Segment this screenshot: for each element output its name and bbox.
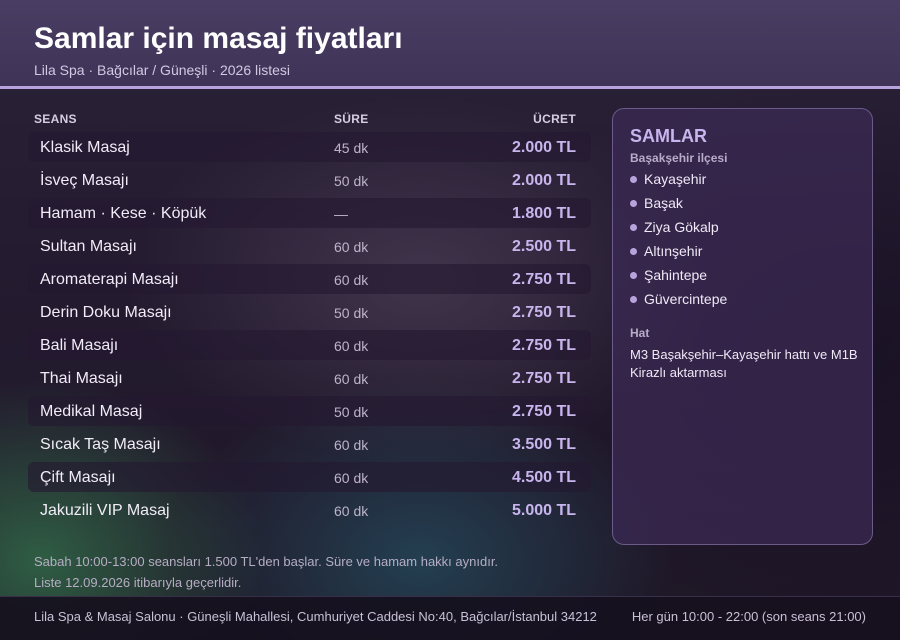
table-row: Çift Masajı 60 dk 4.500 TL — [28, 462, 591, 492]
area-name: Altınşehir — [644, 243, 703, 259]
transit-label: Hat — [630, 326, 650, 340]
session-duration: 50 dk — [334, 404, 369, 420]
area-name: Başak — [644, 195, 683, 211]
table-row: Klasik Masaj 45 dk 2.000 TL — [28, 132, 591, 162]
note-line-2: Liste 12.09.2026 itibarıyla geçerlidir. — [34, 575, 242, 590]
session-name: Çift Masajı — [40, 469, 116, 486]
table-row: Medikal Masaj 50 dk 2.750 TL — [28, 396, 591, 426]
session-duration: 50 dk — [334, 173, 369, 189]
table-row: Hamam · Kese · Köpük — 1.800 TL — [28, 198, 591, 228]
session-price: 2.750 TL — [511, 337, 576, 354]
session-duration: 60 dk — [334, 437, 369, 453]
session-duration: 60 dk — [334, 371, 369, 387]
session-duration: 60 dk — [334, 239, 369, 255]
session-name: Bali Masajı — [40, 337, 119, 354]
session-name: Sıcak Taş Masajı — [40, 436, 161, 453]
area-name: Güvercintepe — [644, 291, 728, 307]
session-name: Hamam · Kese · Köpük — [40, 205, 207, 222]
table-row: Jakuzili VIP Masaj 60 dk 5.000 TL — [28, 495, 591, 525]
column-header-duration: SÜRE — [334, 112, 369, 126]
bullet-icon — [630, 272, 637, 279]
column-header-session: SEANS — [34, 112, 77, 126]
session-price: 2.750 TL — [511, 271, 576, 288]
session-name: Derin Doku Masajı — [40, 304, 172, 321]
page-header: Samlar için masaj fiyatları Lila Spa · B… — [0, 0, 900, 89]
session-duration: 50 dk — [334, 305, 369, 321]
area-name: Kayaşehir — [644, 171, 707, 187]
panel-title: SAMLAR — [630, 126, 707, 146]
bullet-icon — [630, 200, 637, 207]
session-name: İsveç Masajı — [40, 172, 129, 189]
area-list-item: Altınşehir — [630, 243, 727, 267]
session-price: 1.800 TL — [511, 205, 576, 222]
session-name: Thai Masajı — [40, 370, 123, 387]
session-duration: — — [334, 206, 348, 222]
bullet-icon — [630, 248, 637, 255]
session-name: Jakuzili VIP Masaj — [40, 502, 170, 519]
column-header-price: ÜCRET — [533, 112, 576, 126]
session-name: Sultan Masajı — [40, 238, 137, 255]
bullet-icon — [630, 224, 637, 231]
transit-text: M3 Başakşehir–Kayaşehir hattı ve M1B Kir… — [630, 347, 858, 380]
bullet-icon — [630, 176, 637, 183]
price-note: Sabah 10:00-13:00 seansları 1.500 TL'den… — [34, 551, 594, 593]
session-price: 2.000 TL — [511, 172, 576, 189]
note-line-1: Sabah 10:00-13:00 seansları 1.500 TL'den… — [34, 554, 499, 569]
table-row: Sıcak Taş Masajı 60 dk 3.500 TL — [28, 429, 591, 459]
area-name: Ziya Gökalp — [644, 219, 719, 235]
panel-subtitle: Başakşehir ilçesi — [630, 151, 728, 165]
session-duration: 45 dk — [334, 140, 369, 156]
area-list: Kayaşehir Başak Ziya Gökalp Altınşehir Şahin… — [630, 171, 727, 315]
session-price: 2.000 TL — [511, 139, 576, 156]
area-name: Şahintepe — [644, 267, 708, 283]
area-list-item: Güvercintepe — [630, 291, 727, 315]
table-row: Bali Masajı 60 dk 2.750 TL — [28, 330, 591, 360]
session-price: 4.500 TL — [511, 469, 576, 486]
session-name: Medikal Masaj — [40, 403, 143, 420]
table-row: Thai Masajı 60 dk 2.750 TL — [28, 363, 591, 393]
area-list-item: Şahintepe — [630, 267, 727, 291]
footer-hours: Her gün 10:00 - 22:00 (son seans 21:00) — [631, 609, 866, 624]
area-list-item: Başak — [630, 195, 727, 219]
session-name: Aromaterapi Masajı — [40, 271, 179, 288]
footer-address: Lila Spa & Masaj Salonu · Güneşli Mahall… — [34, 609, 597, 624]
session-price: 2.500 TL — [511, 238, 576, 255]
page-subtitle: Lila Spa · Bağcılar / Güneşli · 2026 lis… — [34, 62, 291, 78]
session-price: 5.000 TL — [511, 502, 576, 519]
area-list-item: Ziya Gökalp — [630, 219, 727, 243]
session-duration: 60 dk — [334, 503, 369, 519]
table-row: İsveç Masajı 50 dk 2.000 TL — [28, 165, 591, 195]
session-price: 2.750 TL — [511, 304, 576, 321]
session-name: Klasik Masaj — [40, 139, 130, 156]
price-table: Klasik Masaj 45 dk 2.000 TL İsveç Masajı 50 … — [28, 132, 591, 528]
bullet-icon — [630, 296, 637, 303]
table-row: Aromaterapi Masajı 60 dk 2.750 TL — [28, 264, 591, 294]
session-price: 2.750 TL — [511, 403, 576, 420]
samlar-info-panel: SAMLAR Başakşehir ilçesi Kayaşehir Başak Z… — [612, 108, 873, 545]
table-row: Sultan Masajı 60 dk 2.500 TL — [28, 231, 591, 261]
session-duration: 60 dk — [334, 272, 369, 288]
area-list-item: Kayaşehir — [630, 171, 727, 195]
session-price: 2.750 TL — [511, 370, 576, 387]
page-title: Samlar için masaj fiyatları — [34, 22, 403, 55]
session-duration: 60 dk — [334, 470, 369, 486]
table-row: Derin Doku Masajı 50 dk 2.750 TL — [28, 297, 591, 327]
session-duration: 60 dk — [334, 338, 369, 354]
session-price: 3.500 TL — [511, 436, 576, 453]
page-footer: Lila Spa & Masaj Salonu · Güneşli Mahall… — [0, 596, 900, 640]
